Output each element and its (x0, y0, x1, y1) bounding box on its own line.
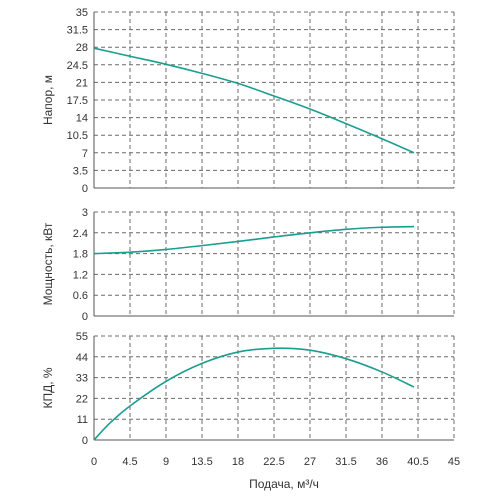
y-tick-label: 24.5 (67, 60, 88, 72)
y-tick-label: 33 (76, 373, 88, 385)
x-tick-label: 13.5 (191, 456, 212, 468)
y-tick-label: 31.5 (67, 25, 88, 37)
y-axis-title: Мощность, кВт (41, 222, 55, 305)
panel-3: 0 11 22 33 44 55 КПД, % 0 4.5 9 13.5 18 22.5 27 31.5 36… (41, 331, 460, 491)
x-tick-label: 40.5 (407, 456, 428, 468)
y-tick-label: 44 (76, 352, 88, 364)
x-tick-label: 22.5 (263, 456, 284, 468)
panel-1: 0 3.5 7 10.5 14 17.5 21 24.5 28 31.5 35 Напор, м (41, 7, 455, 195)
y-tick-label: 0 (82, 435, 88, 447)
x-tick-label: 36 (376, 456, 388, 468)
x-tick-label: 45 (448, 456, 460, 468)
panel-2: 0 0.6 1.2 1.8 2.4 3 Мощность, кВт (41, 207, 455, 323)
y-tick-label: 1.2 (73, 269, 88, 281)
y-tick-label: 22 (76, 393, 88, 405)
y-tick-label: 0.6 (73, 290, 88, 302)
y-tick-label: 2.4 (73, 228, 88, 240)
y-tick-label: 21 (76, 77, 88, 89)
y-tick-label: 1.8 (73, 249, 88, 261)
series-line (93, 47, 415, 154)
y-tick-label: 14 (76, 113, 88, 125)
y-tick-label: 55 (76, 331, 88, 343)
y-tick-label: 17.5 (67, 95, 88, 107)
y-tick-label: 0 (82, 311, 88, 323)
x-tick-label: 9 (163, 456, 169, 468)
series-line (93, 347, 415, 441)
y-tick-label: 7 (82, 148, 88, 160)
y-tick-label: 11 (77, 414, 88, 426)
y-tick-label: 3 (82, 207, 88, 219)
y-tick-label: 35 (76, 7, 88, 19)
x-axis-title: Подача, м³/ч (249, 477, 319, 491)
series-line (93, 225, 415, 255)
x-tick-label: 27 (304, 456, 316, 468)
y-tick-label: 10.5 (67, 130, 88, 142)
x-tick-label: 0 (91, 456, 97, 468)
x-tick-label: 4.5 (122, 456, 137, 468)
y-tick-label: 28 (76, 42, 88, 54)
x-tick-label: 18 (232, 456, 244, 468)
y-axis-title: КПД, % (41, 367, 55, 408)
y-tick-label: 0 (82, 183, 88, 195)
y-tick-label: 3.5 (73, 165, 88, 177)
y-axis-title: Напор, м (41, 75, 55, 125)
x-tick-label: 31.5 (335, 456, 356, 468)
